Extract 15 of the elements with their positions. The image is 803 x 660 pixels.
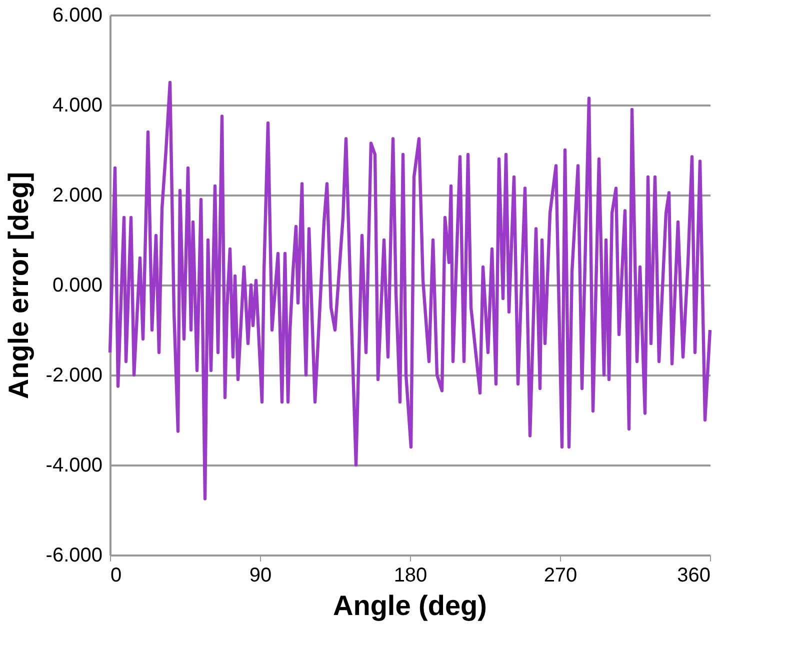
y-tick-label: -6.000 xyxy=(46,544,102,566)
x-tick-label: 270 xyxy=(544,564,578,586)
x-tick-label: 180 xyxy=(394,564,428,586)
y-tick-label: -2.000 xyxy=(46,364,102,386)
y-axis-title: Angle error [deg] xyxy=(2,172,34,400)
y-tick-label: -4.000 xyxy=(46,454,102,476)
x-tick-label: 90 xyxy=(249,564,272,586)
y-tick-label: 6.000 xyxy=(52,4,102,26)
y-tick-label: 4.000 xyxy=(52,94,102,116)
x-tick-label: 0 xyxy=(110,564,122,586)
x-axis-title: Angle (deg) xyxy=(333,590,487,621)
x-tick-label: 360 xyxy=(677,564,710,586)
y-tick-label: 0.000 xyxy=(52,274,102,296)
y-tick-label: 2.000 xyxy=(52,184,102,206)
line-series xyxy=(108,80,712,500)
